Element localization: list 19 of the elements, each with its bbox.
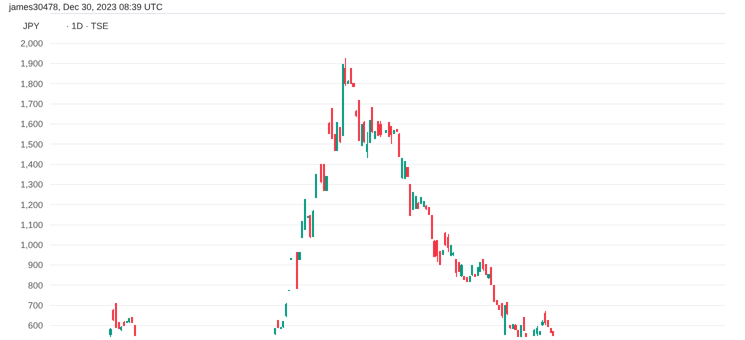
y-tick-label: 1,300	[20, 180, 43, 190]
y-tick-label: 700	[28, 300, 43, 311]
y-tick-label: 800	[28, 280, 43, 290]
candlestick	[115, 303, 117, 328]
y-tick-label: 1,600	[20, 119, 43, 130]
y-tick-label: 2,000	[20, 38, 43, 49]
y-tick-label: 1,100	[20, 220, 43, 230]
text: james30478, Dec 30, 2023 08:39 UTC	[8, 2, 164, 12]
y-tick-label: 900	[28, 260, 43, 270]
y-tick-label: 600	[28, 320, 43, 331]
y-tick-label: 1,200	[20, 200, 43, 210]
y-tick-label: 1,900	[20, 58, 43, 69]
y-tick-label: 1,700	[20, 99, 43, 110]
text: · 1D · TSE	[66, 21, 108, 31]
y-tick-label: 1,400	[20, 159, 43, 170]
y-tick-label: 1,500	[20, 139, 43, 150]
y-tick-label: 1,000	[20, 240, 43, 250]
y-axis-title: JPY	[23, 21, 40, 31]
y-tick-label: 1,800	[20, 78, 43, 89]
